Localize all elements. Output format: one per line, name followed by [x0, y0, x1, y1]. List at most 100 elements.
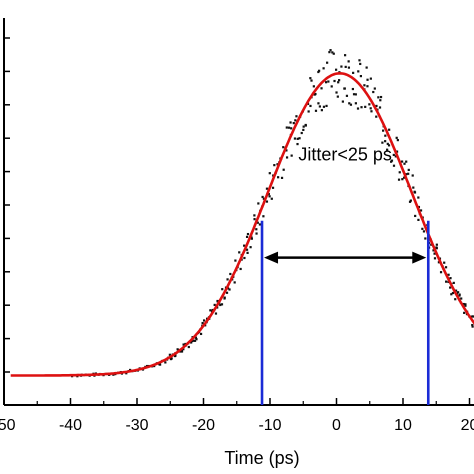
data-point	[460, 297, 463, 300]
data-point	[382, 129, 385, 132]
data-point	[302, 125, 305, 128]
data-point	[386, 142, 389, 145]
data-point	[368, 103, 371, 106]
data-point	[271, 186, 275, 189]
data-point	[245, 248, 249, 251]
data-point	[424, 237, 427, 240]
data-point	[179, 350, 182, 353]
jitter-arrow	[264, 251, 427, 264]
data-point	[359, 62, 362, 66]
data-point	[449, 286, 452, 289]
data-point	[180, 350, 184, 353]
data-point	[402, 176, 406, 179]
data-point	[458, 294, 461, 297]
data-point	[322, 67, 325, 70]
data-point	[223, 296, 226, 299]
data-point	[202, 319, 206, 322]
data-point	[432, 249, 435, 252]
data-point	[257, 202, 260, 205]
data-point	[318, 69, 321, 72]
data-point	[317, 102, 320, 105]
data-point	[328, 51, 331, 54]
data-point	[256, 221, 259, 224]
data-point	[340, 65, 343, 68]
data-point	[296, 137, 299, 140]
x-tick-label: 10	[394, 417, 412, 434]
data-point	[401, 178, 404, 181]
data-point	[335, 91, 338, 94]
data-point	[375, 104, 378, 108]
data-point	[285, 126, 288, 129]
data-point	[239, 267, 242, 271]
data-point	[430, 243, 433, 246]
data-point	[407, 172, 410, 175]
data-point	[228, 288, 231, 291]
data-point	[369, 77, 372, 80]
data-point	[457, 291, 460, 294]
data-point	[450, 293, 453, 296]
data-point	[331, 51, 334, 54]
data-point	[195, 338, 198, 341]
data-point	[358, 59, 361, 62]
x-tick-label: -40	[59, 417, 82, 434]
data-point	[417, 205, 421, 209]
arrow-head-right	[412, 251, 427, 264]
data-point	[338, 79, 341, 82]
data-point	[214, 312, 218, 315]
data-point	[372, 90, 375, 94]
data-point	[422, 230, 426, 233]
data-point	[307, 110, 310, 113]
data-point	[354, 102, 357, 105]
data-point	[314, 92, 317, 96]
data-point	[354, 93, 357, 96]
data-point	[388, 128, 391, 131]
x-axis-ticks: -50-40-30-20-10010203040	[0, 398, 474, 434]
data-point	[363, 84, 366, 87]
data-point	[413, 191, 417, 194]
data-point	[451, 291, 455, 295]
x-tick-label: -20	[192, 417, 215, 434]
data-point	[170, 357, 173, 360]
data-point	[345, 94, 349, 97]
data-point	[174, 354, 177, 357]
data-point	[370, 110, 373, 113]
data-point	[277, 176, 280, 179]
data-point	[352, 93, 356, 96]
data-point	[190, 340, 194, 343]
data-point	[219, 303, 222, 307]
x-tick-label: -50	[0, 417, 16, 434]
data-point	[377, 96, 380, 99]
data-point	[462, 302, 465, 306]
data-point	[282, 146, 285, 149]
data-point	[433, 252, 436, 255]
data-point	[262, 197, 265, 200]
data-point	[276, 163, 279, 166]
data-point	[233, 281, 236, 284]
data-point	[395, 150, 399, 153]
data-point	[289, 121, 292, 124]
data-point	[229, 272, 232, 276]
data-point	[234, 259, 237, 262]
data-point	[347, 60, 350, 63]
data-point	[409, 199, 412, 202]
data-point	[381, 141, 384, 144]
data-point	[194, 336, 197, 339]
data-point	[255, 232, 258, 235]
data-point	[209, 309, 212, 312]
data-point	[213, 303, 216, 307]
data-point	[407, 168, 410, 172]
data-point	[392, 164, 396, 167]
x-axis-label: Time (ps)	[224, 448, 299, 468]
data-point	[125, 372, 128, 375]
arrow-head-left	[264, 251, 279, 264]
data-point	[250, 236, 253, 239]
plot-area	[3, 18, 474, 406]
data-point	[343, 54, 347, 57]
data-point	[310, 79, 313, 82]
data-point	[309, 104, 312, 108]
data-point	[344, 65, 347, 68]
data-point	[312, 85, 315, 88]
x-tick-label: -10	[258, 417, 281, 434]
data-point	[352, 71, 355, 74]
fit-curve	[10, 71, 474, 377]
